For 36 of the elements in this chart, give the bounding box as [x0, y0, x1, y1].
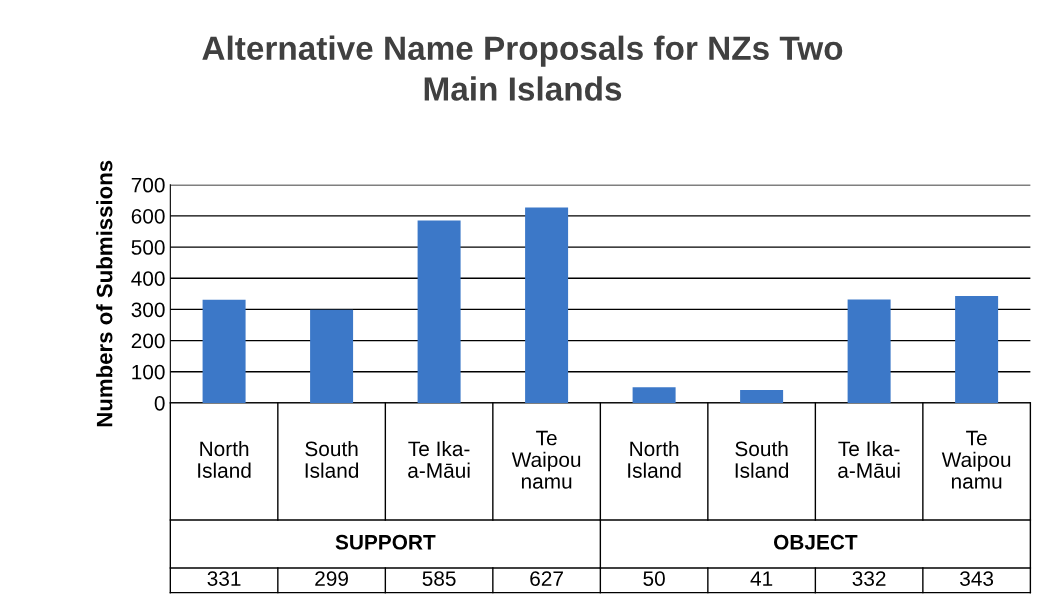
bar	[310, 309, 354, 403]
y-tick-label: 600	[131, 208, 165, 224]
x-tick-label: Te Ika- a-Māui	[408, 440, 470, 478]
data-label: 331	[207, 571, 241, 586]
y-tick-label: 400	[131, 271, 165, 286]
x-tick-label: North Island	[628, 440, 681, 478]
bar	[955, 296, 999, 403]
data-label: 343	[960, 571, 994, 586]
x-tick-label: South Island	[735, 440, 789, 478]
bar	[740, 390, 784, 403]
x-tick-label: Te Ika- a-Māui	[838, 440, 900, 478]
bar	[632, 387, 676, 403]
y-tick-label: 200	[131, 333, 165, 349]
x-tick-label: Te Waipou namu	[941, 430, 1011, 489]
data-label: 332	[852, 571, 886, 586]
text: OBJECT	[773, 534, 858, 550]
data-label: 50	[643, 571, 665, 586]
y-tick-label: 500	[131, 240, 165, 255]
y-tick-label: 100	[132, 364, 165, 380]
text: SUPPORT	[335, 534, 436, 550]
y-tick-label: 300	[131, 302, 165, 318]
data-label: 585	[422, 571, 456, 586]
data-label: 41	[750, 571, 773, 586]
chart-title: Alternative Name Proposals for NZs Two Main Islands	[202, 35, 843, 101]
x-tick-label: South Island	[305, 440, 359, 478]
data-label: 299	[315, 571, 348, 586]
x-tick-label: North Island	[198, 440, 251, 478]
y-tick-label: 700	[131, 177, 165, 193]
y-tick-label: 0	[154, 395, 165, 411]
x-tick-label: Te Waipou namu	[511, 430, 581, 489]
y-axis-title: Numbers of Submissions	[96, 160, 113, 427]
bar	[202, 299, 246, 403]
bar	[417, 220, 461, 403]
bar	[847, 299, 891, 403]
bar	[525, 207, 569, 403]
data-label: 627	[530, 571, 563, 586]
